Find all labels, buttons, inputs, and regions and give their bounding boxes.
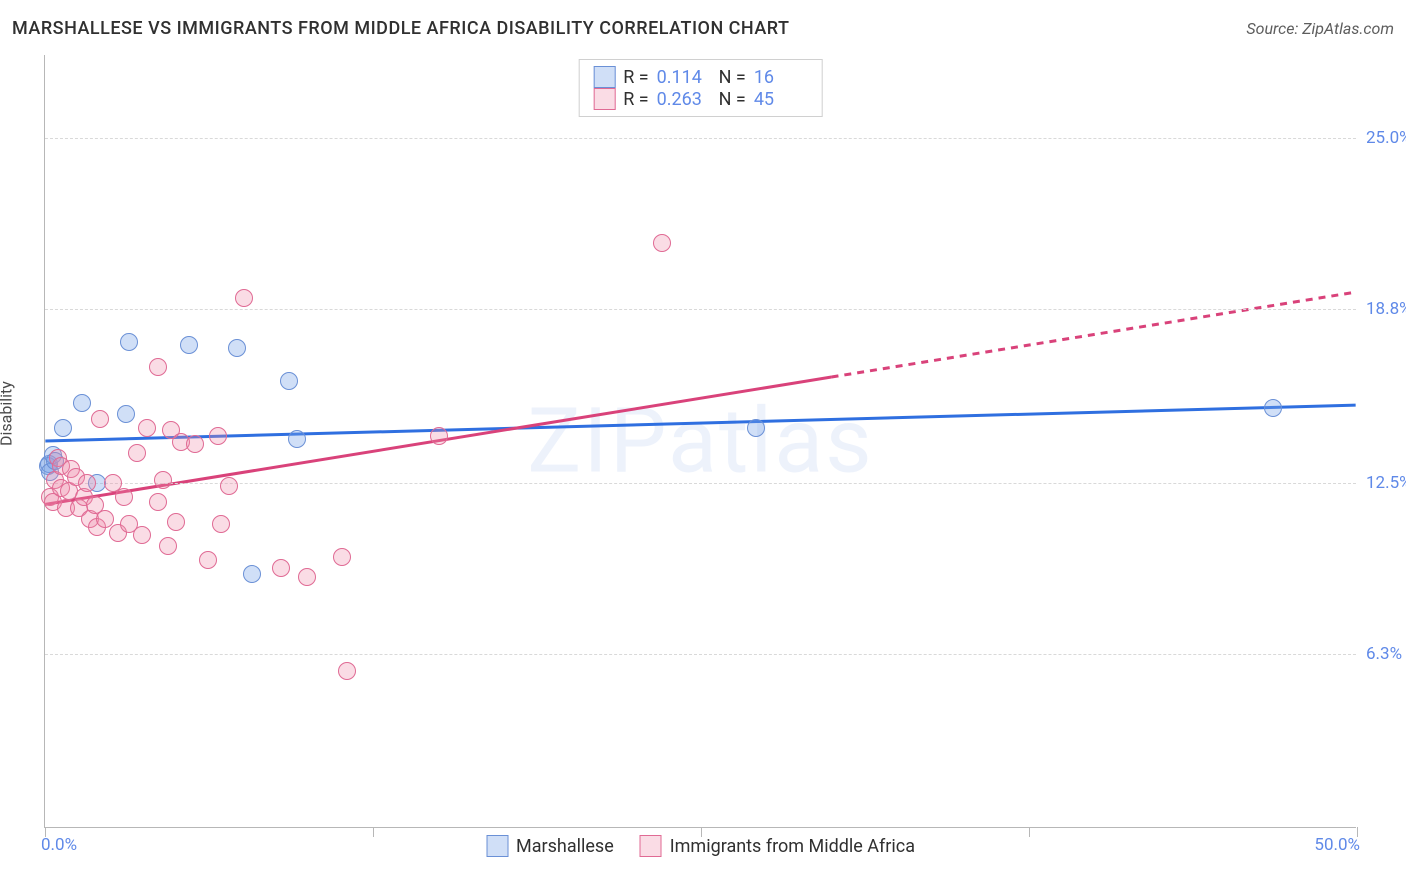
data-point bbox=[199, 551, 217, 569]
data-point bbox=[220, 477, 238, 495]
gridline bbox=[45, 309, 1356, 310]
data-point bbox=[333, 548, 351, 566]
y-tick-label: 25.0% bbox=[1358, 128, 1406, 148]
gridline bbox=[45, 483, 1356, 484]
data-point bbox=[228, 339, 246, 357]
data-point bbox=[167, 513, 185, 531]
gridline bbox=[45, 654, 1356, 655]
x-axis-min-label: 0.0% bbox=[41, 835, 77, 855]
data-point bbox=[73, 394, 91, 412]
x-tick bbox=[1029, 827, 1030, 837]
data-point bbox=[54, 419, 72, 437]
data-point bbox=[128, 444, 146, 462]
data-point bbox=[115, 488, 133, 506]
x-tick bbox=[1357, 827, 1358, 837]
data-point bbox=[78, 474, 96, 492]
legend-label: Marshallese bbox=[516, 836, 614, 857]
data-point bbox=[747, 419, 765, 437]
data-point bbox=[212, 515, 230, 533]
series-legend: Marshallese Immigrants from Middle Africa bbox=[486, 835, 915, 857]
data-point bbox=[186, 435, 204, 453]
x-tick bbox=[45, 827, 46, 837]
data-point bbox=[120, 333, 138, 351]
y-axis-title: Disability bbox=[0, 381, 16, 446]
y-tick-label: 18.8% bbox=[1358, 299, 1406, 319]
x-axis-max-label: 50.0% bbox=[1314, 835, 1360, 855]
legend-label: Immigrants from Middle Africa bbox=[670, 836, 915, 857]
source-attribution: Source: ZipAtlas.com bbox=[1246, 19, 1394, 38]
data-point bbox=[430, 427, 448, 445]
source-prefix: Source: bbox=[1246, 19, 1302, 38]
trend-line bbox=[45, 405, 1355, 441]
trend-line bbox=[832, 292, 1356, 377]
data-point bbox=[138, 419, 156, 437]
legend-swatch bbox=[486, 835, 508, 857]
data-point bbox=[653, 234, 671, 252]
gridline bbox=[45, 138, 1356, 139]
data-point bbox=[149, 493, 167, 511]
trend-lines bbox=[45, 55, 1356, 827]
scatter-plot: ZIPatlas R =0.114N =16R =0.263N =45 0.0%… bbox=[44, 55, 1356, 828]
data-point bbox=[280, 372, 298, 390]
source-name: ZipAtlas.com bbox=[1302, 19, 1394, 38]
data-point bbox=[288, 430, 306, 448]
legend-swatch bbox=[640, 835, 662, 857]
data-point bbox=[338, 662, 356, 680]
x-tick bbox=[373, 827, 374, 837]
x-tick bbox=[701, 827, 702, 837]
page-title: MARSHALLESE VS IMMIGRANTS FROM MIDDLE AF… bbox=[12, 18, 790, 39]
y-tick-label: 6.3% bbox=[1358, 644, 1402, 664]
y-tick-label: 12.5% bbox=[1358, 473, 1406, 493]
data-point bbox=[149, 358, 167, 376]
legend-item: Immigrants from Middle Africa bbox=[640, 835, 915, 857]
legend-item: Marshallese bbox=[486, 835, 614, 857]
